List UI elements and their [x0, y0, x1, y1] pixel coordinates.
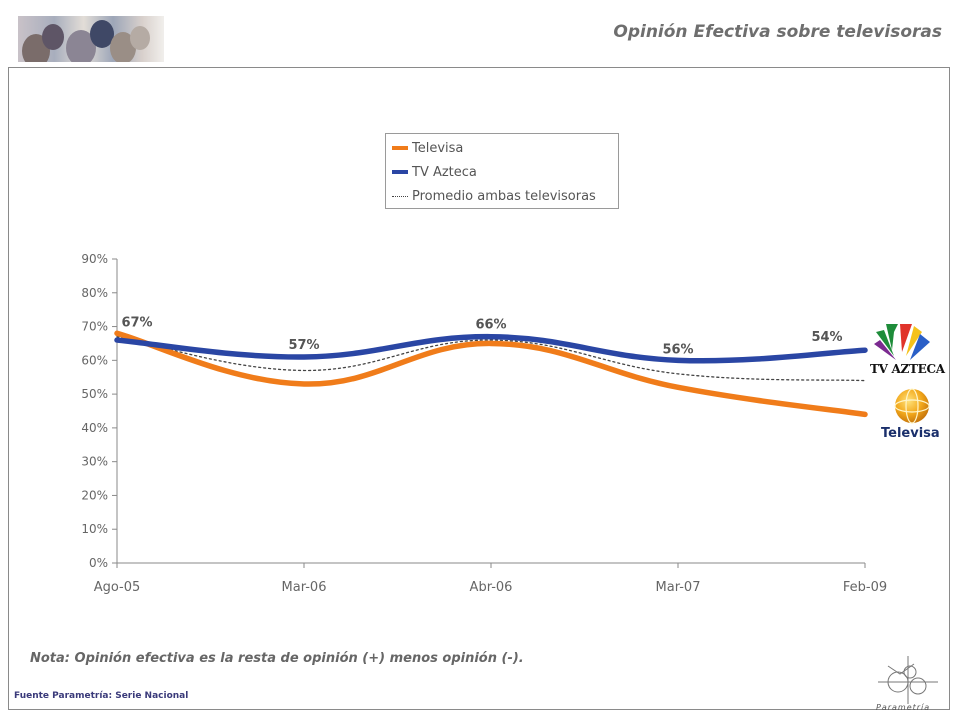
chart-note: Nota: Opinión efectiva es la resta de op… [30, 651, 524, 666]
y-tick-label: 20% [81, 488, 108, 502]
y-tick-label: 10% [81, 522, 108, 536]
data-label: 54% [811, 330, 842, 345]
header-strip: Opinión Efectiva sobre televisoras [8, 10, 950, 68]
tv-azteca-logo-icon [874, 324, 930, 360]
y-tick-label: 0% [89, 556, 108, 570]
people-photo-banner-icon [18, 16, 164, 62]
legend-item-tv-azteca: TV Azteca [392, 162, 477, 182]
chart-series [114, 330, 868, 418]
data-label: 66% [475, 318, 506, 333]
x-tick-label: Mar-07 [656, 580, 701, 595]
y-tick-label: 40% [81, 421, 108, 435]
y-tick-label: 80% [81, 286, 108, 300]
tv-azteca-logo-text: TV AZTECA [870, 362, 945, 376]
chart-axes: 0% 10% 20% 30% 40% 50% 60% 70% 80% 90% Ago-05 Mar-0… [81, 252, 887, 595]
y-tick-label: 90% [81, 252, 108, 266]
source-credit: Fuente Parametría: Serie Nacional [14, 691, 189, 701]
series-line-televisa [114, 330, 868, 418]
chart-data-labels: 67% 57% 66% 56% 54% [121, 315, 842, 357]
data-label: 56% [662, 342, 693, 357]
page-title: Opinión Efectiva sobre televisoras [613, 22, 942, 42]
x-tick-label: Mar-06 [282, 580, 327, 595]
legend-swatch-promedio [392, 195, 408, 197]
x-tick-label: Abr-06 [470, 580, 513, 595]
legend-item-televisa: Televisa [392, 138, 463, 158]
series-line-promedio-ambas-televisoras [116, 336, 866, 382]
parametria-brand-text: Parametría [876, 703, 931, 712]
legend-item-promedio: Promedio ambas televisoras [392, 186, 596, 206]
x-tick-label: Feb-09 [843, 580, 887, 595]
data-label: 67% [121, 315, 152, 330]
legend-label-televisa: Televisa [412, 140, 464, 156]
televisa-logo-icon [894, 388, 930, 424]
parametria-logo-icon [878, 656, 938, 704]
series-line-tv-azteca [114, 333, 868, 364]
chart-legend: Televisa TV Azteca Promedio ambas televi… [385, 133, 619, 209]
slide-frame [8, 10, 950, 710]
y-tick-label: 30% [81, 455, 108, 469]
data-label: 57% [288, 338, 319, 353]
y-tick-label: 60% [81, 353, 108, 367]
y-tick-label: 70% [81, 320, 108, 334]
legend-swatch-tv-azteca [392, 170, 408, 174]
legend-swatch-televisa [392, 146, 408, 150]
televisa-logo-text: Televisa [881, 426, 940, 441]
legend-label-tv-azteca: TV Azteca [412, 164, 477, 180]
legend-label-promedio: Promedio ambas televisoras [412, 188, 596, 204]
x-tick-label: Ago-05 [94, 580, 141, 595]
y-tick-label: 50% [81, 387, 108, 401]
